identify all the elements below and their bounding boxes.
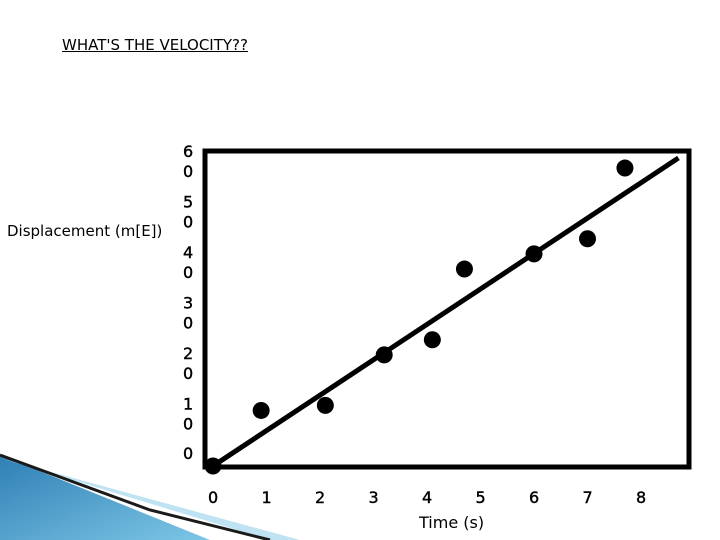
data-point — [204, 457, 222, 475]
data-point — [525, 245, 543, 263]
data-point — [252, 401, 270, 419]
data-point — [579, 230, 596, 248]
corner-swoosh-blue — [0, 455, 210, 540]
corner-swoosh-light — [0, 458, 300, 540]
x-tick-label: 2 — [315, 488, 325, 507]
y-axis-label: Displacement (m[E]) — [7, 222, 163, 240]
plot-frame — [202, 148, 692, 470]
corner-swoosh-line — [0, 453, 271, 540]
x-tick-label: 8 — [636, 488, 646, 507]
x-axis-label: Time (s) — [419, 513, 485, 532]
x-tick-label: 3 — [369, 488, 379, 507]
x-tick-label: 6 — [529, 488, 539, 507]
data-point — [455, 260, 473, 278]
data-point — [375, 346, 393, 364]
corner-decoration — [0, 453, 300, 540]
trend-line — [211, 155, 680, 469]
data-point — [616, 159, 634, 177]
data-point — [316, 396, 334, 414]
x-tick-label: 1 — [262, 488, 272, 507]
slide-title: WHAT'S THE VELOCITY?? — [62, 36, 248, 54]
data-point — [423, 331, 441, 349]
y-tick-label: 0 — [183, 444, 193, 463]
x-tick-label: 4 — [422, 488, 432, 507]
x-tick-label: 7 — [583, 488, 593, 507]
x-tick-label: 0 — [208, 488, 218, 507]
x-tick-label: 5 — [476, 488, 486, 507]
